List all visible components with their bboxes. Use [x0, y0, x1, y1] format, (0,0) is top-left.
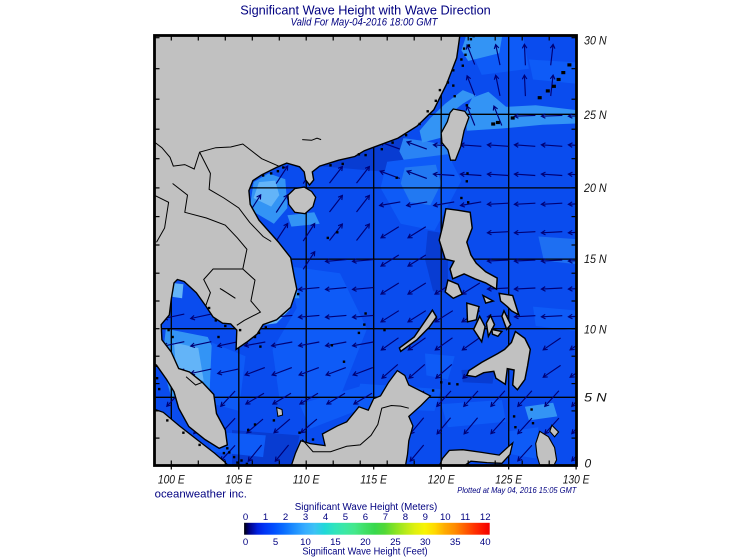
svg-text:35: 35: [450, 537, 461, 548]
svg-text:10 N: 10 N: [584, 323, 607, 337]
svg-text:7: 7: [383, 512, 388, 523]
svg-text:4: 4: [323, 512, 329, 523]
svg-text:15: 15: [330, 537, 341, 548]
svg-text:30 N: 30 N: [584, 33, 607, 47]
svg-text:20 N: 20 N: [583, 181, 607, 195]
svg-text:130 E: 130 E: [563, 472, 591, 486]
svg-text:100 E: 100 E: [158, 472, 186, 486]
svg-text:120 E: 120 E: [428, 472, 456, 486]
svg-text:30: 30: [420, 537, 431, 548]
svg-text:5 N: 5 N: [584, 391, 607, 405]
svg-text:5: 5: [273, 537, 278, 548]
svg-text:Significant Wave Height (Meter: Significant Wave Height (Meters): [295, 502, 438, 513]
svg-text:3: 3: [303, 512, 308, 523]
svg-text:25: 25: [390, 537, 401, 548]
svg-text:20: 20: [360, 537, 371, 548]
svg-text:115 E: 115 E: [360, 472, 388, 486]
svg-text:105 E: 105 E: [225, 472, 253, 486]
svg-text:110 E: 110 E: [293, 472, 321, 486]
svg-text:9: 9: [423, 512, 428, 523]
svg-text:0: 0: [585, 457, 592, 471]
svg-text:15 N: 15 N: [584, 252, 607, 266]
svg-text:Significant Wave Height (Feet): Significant Wave Height (Feet): [302, 546, 427, 557]
svg-text:0: 0: [243, 537, 248, 548]
svg-text:8: 8: [403, 512, 408, 523]
svg-text:Plotted at May 04, 2016 15:05: Plotted at May 04, 2016 15:05 GMT: [457, 486, 577, 495]
svg-text:10: 10: [440, 512, 451, 523]
svg-text:11: 11: [460, 512, 470, 523]
svg-text:oceanweather inc.: oceanweather inc.: [155, 488, 247, 500]
svg-text:10: 10: [300, 537, 311, 548]
svg-text:Valid For May-04-2016 18:00 GM: Valid For May-04-2016 18:00 GMT: [291, 17, 439, 29]
svg-text:1: 1: [263, 512, 268, 523]
svg-text:5: 5: [343, 512, 348, 523]
svg-text:6: 6: [363, 512, 368, 523]
svg-text:12: 12: [480, 512, 491, 523]
svg-text:2: 2: [283, 512, 288, 523]
svg-text:0: 0: [243, 512, 248, 523]
svg-text:40: 40: [480, 537, 491, 548]
svg-text:Significant Wave Height with W: Significant Wave Height with Wave Direct…: [240, 2, 491, 17]
svg-text:25 N: 25 N: [583, 108, 607, 122]
svg-text:125 E: 125 E: [495, 472, 523, 486]
